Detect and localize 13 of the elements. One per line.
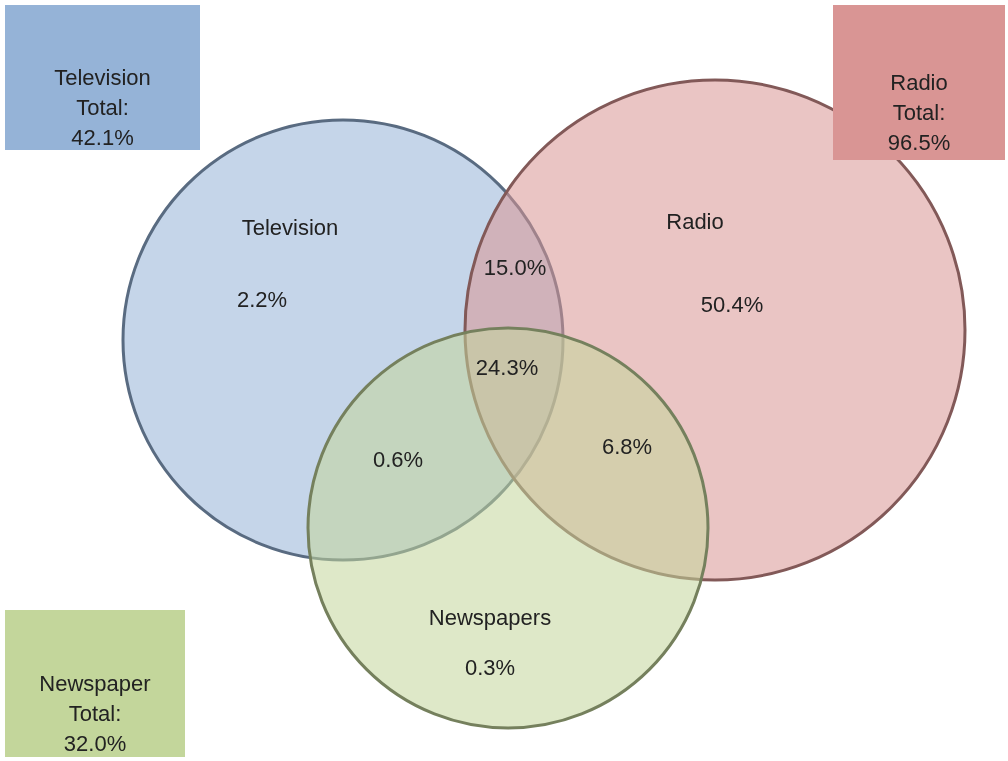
category-label: Newspapers xyxy=(428,605,552,630)
text: 0.6% xyxy=(372,447,424,472)
text: 0.3% xyxy=(464,655,516,680)
text: 2.2% xyxy=(236,287,288,312)
data-label: Radio Total: 96.5% xyxy=(887,69,951,155)
category-label: Radio xyxy=(666,209,724,234)
category-label: Television xyxy=(241,215,339,240)
text: 50.4% xyxy=(700,292,764,317)
text: 6.8% xyxy=(601,434,653,459)
text: 15.0% xyxy=(483,255,547,280)
text: 24.3% xyxy=(475,355,539,380)
data-label: Newspaper Total: 32.0% xyxy=(39,670,151,756)
data-label: Television Total: 42.1% xyxy=(54,64,151,150)
